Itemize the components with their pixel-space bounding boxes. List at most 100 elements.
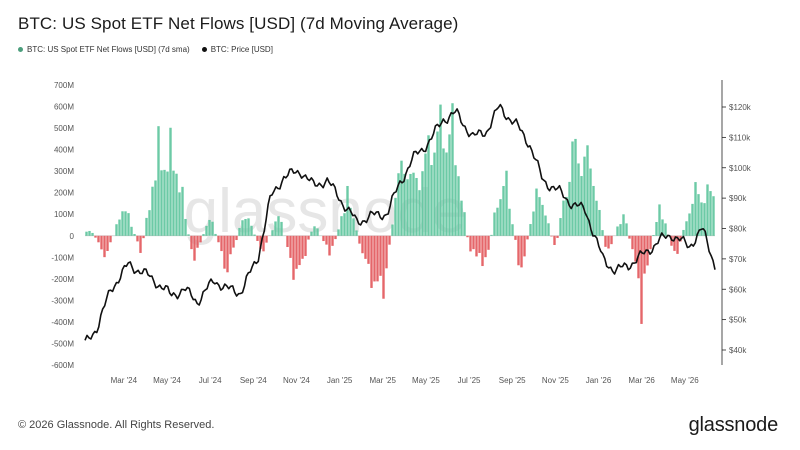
flow-bar [406,179,409,236]
flow-bar [145,217,148,236]
legend-price-label: BTC: Price [USD] [210,45,273,54]
flow-bar [592,185,595,236]
flow-bar [409,173,412,236]
x-tick-label: May '24 [153,376,181,385]
flow-bar [601,230,604,236]
flow-bar [190,235,193,250]
flow-bar [541,204,544,236]
flow-bar [427,135,430,236]
flow-bar [550,235,553,237]
flow-bar [187,234,190,236]
flow-bar [412,172,415,236]
flow-bar [124,211,127,236]
flow-bar [229,235,232,255]
flow-bar [244,219,247,236]
flow-bar [163,169,166,236]
flow-bar [586,145,589,236]
flow-bar [313,226,316,236]
flow-bar [457,176,460,236]
y-right-tick-label: $120k [729,103,752,112]
flow-bar [148,210,151,236]
flow-bar [496,207,499,236]
flow-bar [196,235,199,248]
flow-bar [256,235,259,241]
flow-bar [295,235,298,269]
flow-bar [316,228,319,236]
flow-bar [193,235,196,261]
flow-bar [166,171,169,236]
x-tick-label: Mar '24 [111,376,138,385]
x-tick-label: May '26 [671,376,699,385]
flow-bar [619,224,622,236]
legend-price-dot [201,47,207,52]
flow-bar [253,234,256,236]
legend-item-flows[interactable]: BTC: US Spot ETF Net Flows [USD] (7d sma… [18,45,190,54]
flow-bar [616,226,619,236]
flow-bar [160,170,163,236]
flow-bar [649,235,652,250]
flow-bar [232,235,235,248]
y-left-tick-label: 600M [54,103,74,112]
flow-bar [106,235,109,251]
flow-bar [247,218,250,236]
flow-bar [502,186,505,236]
flow-bar [400,160,403,236]
x-tick-label: Mar '25 [370,376,397,385]
x-tick-label: Nov '25 [542,376,569,385]
flow-bar [544,215,547,236]
y-left-tick-label: -500M [51,339,74,348]
flow-bar [205,225,208,236]
flow-bar [475,235,478,257]
flow-bar [328,235,331,256]
flow-bar [625,223,628,236]
flow-bar [478,235,481,253]
y-left-tick-label: -100M [51,253,74,262]
flow-bar [325,235,328,245]
flow-bar [658,204,661,236]
x-tick-label: May '25 [412,376,440,385]
flow-bar [439,104,442,236]
flow-bar [640,235,643,324]
flow-bar [451,103,454,236]
legend-flows-dot [18,47,23,52]
y-right-tick-label: $50k [729,316,747,325]
flow-bar [712,196,715,236]
flow-bar [322,235,325,242]
flow-bar [259,235,262,249]
y-right-tick-label: $80k [729,225,747,234]
flow-bar [397,173,400,236]
flow-bar [100,235,103,250]
x-tick-label: Jan '25 [327,376,353,385]
flow-bar [547,223,550,236]
flow-bar [418,190,421,236]
flow-bar [301,235,304,259]
flow-bar [364,235,367,259]
flow-bar [628,235,631,239]
flow-bar [430,165,433,236]
y-left-tick-label: 0 [70,232,75,241]
flow-bar [634,235,637,262]
y-right-tick-label: $90k [729,194,747,203]
flow-bar [172,170,175,236]
flow-bar [280,221,283,236]
legend-item-price[interactable]: BTC: Price [USD] [201,45,273,54]
flow-bar [115,224,118,236]
flow-bar [286,235,289,248]
flow-bar [97,235,100,243]
y-right-tick-label: $60k [729,285,747,294]
y-left-tick-label: 700M [54,81,74,90]
flow-bar [307,235,310,240]
flow-bar [154,180,157,236]
flow-bar [685,221,688,236]
flow-bar [700,202,703,236]
flow-bar [391,224,394,236]
flow-bar [604,235,607,247]
flow-bar [214,233,217,236]
flow-bar [136,235,139,242]
flow-bar [226,235,229,273]
flow-bar [202,234,205,236]
flow-bar [334,235,337,240]
axes-layer: 700M 600M 500M 400M 300M 200M 100M 0 -100M -200M -… [51,80,752,385]
y-left-tick-label: 100M [54,210,74,219]
x-tick-label: Jul '25 [458,376,481,385]
